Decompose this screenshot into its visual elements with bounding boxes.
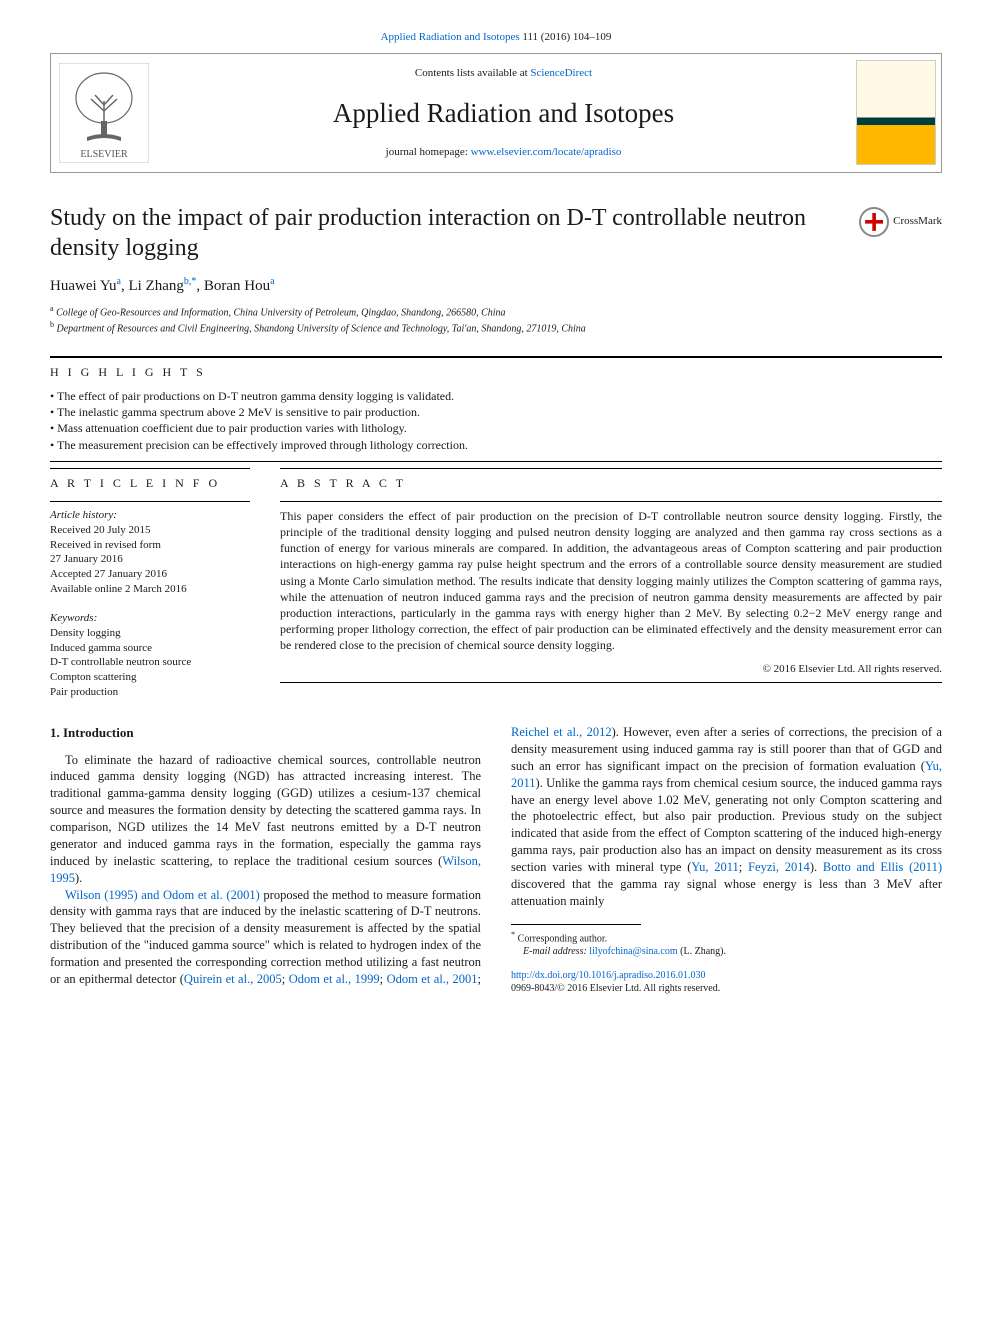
- rule: [50, 461, 942, 462]
- ref-link[interactable]: Yu, 2011: [691, 860, 738, 874]
- highlights-list: The effect of pair productions on D-T ne…: [50, 388, 942, 453]
- issn-line: 0969-8043/© 2016 Elsevier Ltd. All right…: [511, 982, 942, 996]
- abstract-copyright: © 2016 Elsevier Ltd. All rights reserved…: [280, 662, 942, 677]
- sep: ;: [380, 972, 387, 986]
- keyword: Compton scattering: [50, 670, 250, 685]
- author-1-aff[interactable]: a: [117, 276, 121, 287]
- keyword: D-T controllable neutron source: [50, 655, 250, 670]
- revised-date-2: 27 January 2016: [50, 552, 250, 567]
- ref-link[interactable]: Botto and Ellis (2011): [823, 860, 942, 874]
- email-link[interactable]: lilyofchina@sina.com: [589, 946, 677, 957]
- email-who: (L. Zhang).: [678, 946, 726, 957]
- accepted-date: Accepted 27 January 2016: [50, 567, 250, 582]
- homepage-line: journal homepage: www.elsevier.com/locat…: [386, 145, 622, 160]
- homepage-link[interactable]: www.elsevier.com/locate/apradiso: [471, 146, 622, 158]
- header-center: Contents lists available at ScienceDirec…: [156, 54, 851, 172]
- footnotes: * Corresponding author. E-mail address: …: [511, 929, 942, 959]
- author-2-corr[interactable]: *: [191, 276, 196, 287]
- rule: [50, 356, 942, 358]
- citation-vol-pages: 111 (2016) 104–109: [520, 31, 612, 43]
- body-text: discovered that the gamma ray signal who…: [511, 877, 942, 908]
- ref-link[interactable]: Reichel et al., 2012: [511, 725, 612, 739]
- journal-cover: [851, 54, 941, 172]
- rule: [280, 468, 942, 469]
- sep: ;: [282, 972, 289, 986]
- author-2: Li Zhang: [128, 278, 183, 294]
- journal-name: Applied Radiation and Isotopes: [333, 95, 674, 131]
- abstract-text: This paper considers the effect of pair …: [280, 508, 942, 654]
- elsevier-logo: ELSEVIER: [51, 54, 156, 172]
- keywords-block: Keywords: Density logging Induced gamma …: [50, 611, 250, 700]
- article-title: Study on the impact of pair production i…: [50, 203, 839, 263]
- citation-journal-link[interactable]: Applied Radiation and Isotopes: [381, 31, 520, 43]
- sciencedirect-link[interactable]: ScienceDirect: [530, 67, 592, 79]
- abstract-label: A B S T R A C T: [280, 475, 942, 491]
- section-heading: 1. Introduction: [50, 724, 481, 742]
- rule: [280, 501, 942, 502]
- revised-date-1: Received in revised form: [50, 538, 250, 553]
- ref-link[interactable]: Quirein et al., 2005: [184, 972, 282, 986]
- crossmark-icon: [859, 207, 889, 237]
- keywords-heading: Keywords:: [50, 611, 250, 626]
- received-date: Received 20 July 2015: [50, 523, 250, 538]
- aff-b-text: Department of Resources and Civil Engine…: [54, 323, 586, 334]
- authors-line: Huawei Yua, Li Zhangb,*, Boran Houa: [50, 275, 942, 296]
- rule: [50, 468, 250, 469]
- crossmark-badge[interactable]: CrossMark: [859, 207, 942, 237]
- ref-link[interactable]: Odom et al., 2001: [387, 972, 478, 986]
- body-text: 1. Introduction To eliminate the hazard …: [50, 724, 942, 996]
- footnote-rule: [511, 924, 641, 925]
- ref-link[interactable]: Wilson (1995) and Odom et al. (2001): [65, 888, 260, 902]
- highlight-item: The measurement precision can be effecti…: [50, 437, 942, 453]
- corr-text: Corresponding author.: [515, 933, 607, 944]
- author-1: Huawei Yu: [50, 278, 117, 294]
- elsevier-tree-icon: ELSEVIER: [59, 63, 149, 163]
- email-label: E-mail address:: [523, 946, 589, 957]
- online-date: Available online 2 March 2016: [50, 582, 250, 597]
- contents-prefix: Contents lists available at: [415, 67, 530, 79]
- citation-line: Applied Radiation and Isotopes 111 (2016…: [50, 30, 942, 45]
- aff-a-text: College of Geo-Resources and Information…: [54, 307, 506, 318]
- ref-link[interactable]: Feyzi, 2014: [748, 860, 810, 874]
- rule: [50, 501, 250, 502]
- highlights-label: H I G H L I G H T S: [50, 364, 942, 380]
- body-text: ).: [75, 871, 82, 885]
- journal-header: ELSEVIER Contents lists available at Sci…: [50, 53, 942, 173]
- contents-line: Contents lists available at ScienceDirec…: [415, 66, 592, 81]
- keyword: Density logging: [50, 626, 250, 641]
- ref-link[interactable]: Odom et al., 1999: [289, 972, 380, 986]
- highlight-item: The inelastic gamma spectrum above 2 MeV…: [50, 404, 942, 420]
- keyword: Induced gamma source: [50, 641, 250, 656]
- rule: [280, 682, 942, 683]
- author-3: Boran Hou: [204, 278, 270, 294]
- author-3-aff[interactable]: a: [270, 276, 274, 287]
- highlight-item: Mass attenuation coefficient due to pair…: [50, 420, 942, 436]
- sep: ;: [478, 972, 481, 986]
- doi-link[interactable]: http://dx.doi.org/10.1016/j.apradiso.201…: [511, 970, 706, 981]
- body-text: ).: [810, 860, 823, 874]
- doi-block: http://dx.doi.org/10.1016/j.apradiso.201…: [511, 969, 942, 996]
- body-text: To eliminate the hazard of radioactive c…: [50, 753, 481, 868]
- keyword: Pair production: [50, 685, 250, 700]
- svg-text:ELSEVIER: ELSEVIER: [80, 149, 128, 160]
- history-heading: Article history:: [50, 508, 250, 523]
- crossmark-label: CrossMark: [893, 214, 942, 229]
- article-info-label: A R T I C L E I N F O: [50, 475, 250, 491]
- article-history: Article history: Received 20 July 2015 R…: [50, 508, 250, 597]
- highlight-item: The effect of pair productions on D-T ne…: [50, 388, 942, 404]
- cover-thumbnail: [856, 60, 936, 165]
- homepage-prefix: journal homepage:: [386, 146, 471, 158]
- sep: ;: [739, 860, 748, 874]
- affiliations: a College of Geo-Resources and Informati…: [50, 304, 942, 336]
